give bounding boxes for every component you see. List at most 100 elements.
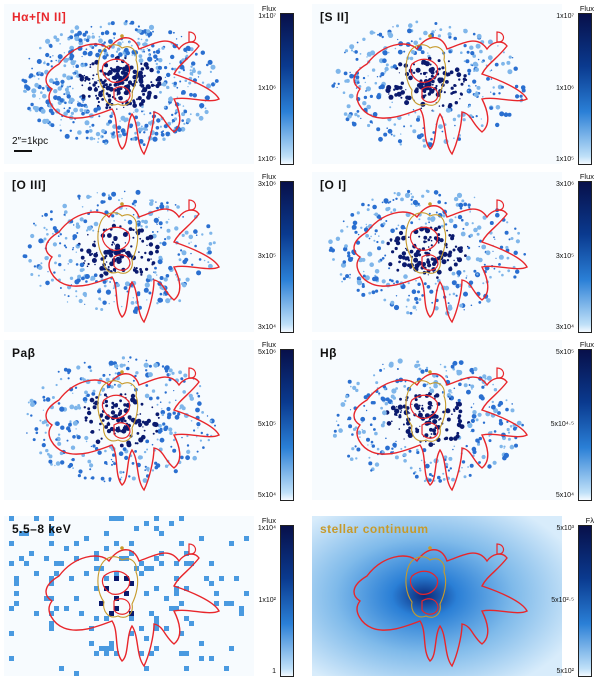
emission-speck	[87, 77, 91, 81]
emission-speck	[85, 440, 88, 443]
emission-speck	[478, 245, 480, 248]
emission-speck	[457, 275, 460, 278]
emission-speck	[97, 141, 99, 143]
emission-speck	[164, 76, 166, 78]
emission-speck	[454, 245, 458, 248]
emission-speck	[378, 393, 380, 396]
emission-speck	[509, 425, 513, 428]
emission-speck	[456, 285, 459, 289]
emission-speck	[118, 199, 120, 202]
emission-speck	[457, 114, 461, 118]
emission-speck	[431, 83, 434, 86]
xray-pixel	[14, 601, 19, 606]
emission-speck	[423, 282, 427, 286]
emission-speck	[405, 89, 407, 91]
xray-pixel	[174, 576, 179, 581]
emission-speck	[374, 269, 380, 274]
xray-pixel	[94, 651, 99, 656]
emission-speck	[416, 450, 420, 455]
xray-pixel	[189, 561, 194, 566]
emission-speck	[185, 277, 190, 282]
emission-speck	[351, 447, 355, 451]
emission-speck	[177, 253, 181, 256]
xray-pixel	[99, 601, 104, 606]
emission-speck	[178, 103, 181, 106]
emission-speck	[48, 43, 50, 46]
emission-speck	[203, 259, 206, 262]
emission-speck	[81, 276, 85, 281]
emission-speck	[439, 363, 442, 366]
emission-speck	[74, 386, 78, 389]
emission-speck	[420, 72, 422, 75]
xray-pixel	[209, 561, 214, 566]
emission-speck	[85, 48, 88, 51]
emission-speck	[384, 70, 387, 73]
emission-speck	[124, 54, 127, 58]
colorbar-4-top: 3x10⁶	[555, 181, 574, 188]
emission-speck	[64, 133, 70, 139]
xray-pixel	[229, 601, 234, 606]
emission-speck	[410, 221, 414, 225]
emission-speck	[101, 129, 106, 134]
panel-oiii: [O III]	[4, 172, 254, 332]
emission-speck	[475, 85, 477, 87]
emission-speck	[431, 428, 437, 433]
emission-speck	[43, 438, 46, 441]
emission-speck	[108, 39, 113, 44]
xray-pixel	[109, 646, 114, 651]
emission-speck	[125, 208, 128, 210]
emission-speck	[456, 257, 459, 259]
xray-pixel	[139, 561, 144, 566]
emission-speck	[379, 368, 383, 372]
emission-speck	[404, 100, 410, 106]
emission-speck	[106, 395, 108, 398]
emission-speck	[448, 35, 452, 39]
emission-speck	[155, 249, 159, 254]
emission-speck	[362, 76, 366, 80]
emission-speck	[377, 33, 379, 36]
emission-speck	[400, 81, 404, 85]
emission-speck	[449, 398, 451, 400]
emission-speck	[378, 32, 383, 36]
emission-speck	[398, 85, 403, 90]
emission-speck	[472, 410, 477, 415]
emission-speck	[142, 426, 144, 428]
emission-speck	[162, 293, 165, 296]
emission-speck	[393, 88, 396, 91]
emission-speck	[184, 257, 189, 262]
emission-speck	[362, 101, 367, 106]
emission-speck	[408, 23, 413, 28]
emission-speck	[361, 292, 366, 297]
emission-speck	[64, 236, 68, 240]
emission-speck	[451, 392, 453, 394]
emission-speck	[394, 412, 397, 416]
emission-speck	[141, 90, 144, 93]
emission-speck	[207, 261, 210, 264]
emission-speck	[414, 88, 419, 94]
emission-speck	[57, 433, 61, 436]
emission-speck	[104, 83, 108, 87]
emission-speck	[72, 467, 74, 469]
emission-speck	[103, 393, 107, 397]
emission-speck	[381, 257, 385, 260]
emission-speck	[439, 238, 444, 243]
emission-speck	[441, 259, 447, 265]
colorbar-title-6: Flux	[579, 340, 594, 349]
xray-pixel	[14, 576, 19, 581]
emission-speck	[349, 457, 354, 461]
colorbar-title-1: Flux	[261, 4, 276, 13]
emission-speck	[211, 82, 216, 87]
emission-speck	[153, 217, 159, 223]
emission-speck	[79, 274, 81, 276]
emission-speck	[457, 401, 461, 406]
emission-speck	[191, 74, 194, 76]
emission-speck	[113, 37, 115, 39]
emission-speck	[134, 115, 139, 120]
emission-speck	[489, 106, 493, 110]
emission-speck	[451, 413, 453, 415]
emission-speck	[433, 190, 439, 195]
emission-speck	[470, 51, 475, 56]
emission-speck	[179, 407, 182, 410]
emission-speck	[143, 450, 147, 454]
emission-speck	[407, 263, 411, 267]
